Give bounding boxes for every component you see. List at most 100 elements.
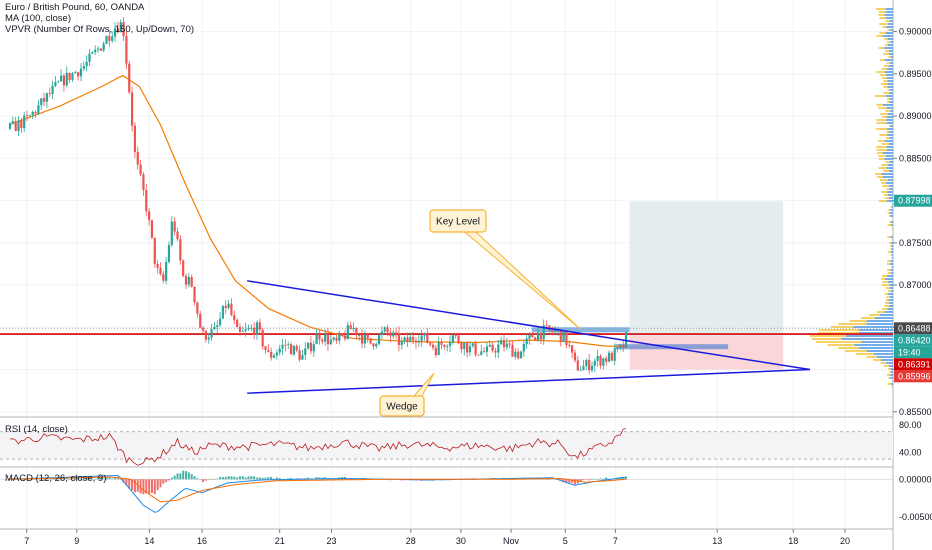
candle-up (468, 346, 472, 353)
vpvr-bar-up (887, 134, 893, 136)
candles (8, 17, 628, 375)
candle-down (176, 231, 179, 240)
macd-histogram-bar (599, 478, 602, 480)
vpvr-bar-down (838, 347, 859, 349)
candle-up (40, 98, 43, 106)
vpvr-bar-up (892, 203, 893, 205)
vpvr-bar-down (883, 194, 888, 196)
candle-down (48, 93, 51, 95)
vpvr-bar-down (838, 323, 867, 325)
vpvr-bar-up (889, 263, 893, 265)
macd-histogram-bar (273, 478, 276, 480)
candle-down (343, 335, 347, 339)
vpvr-bar-up (890, 251, 893, 253)
vpvr-bar-up (889, 296, 893, 298)
macd-histogram-bar (108, 477, 111, 480)
candle-up (485, 346, 489, 352)
candle-down (465, 342, 469, 353)
vpvr-bar-up (890, 260, 893, 262)
vpvr-bar-up (892, 266, 893, 268)
candle-down (270, 351, 273, 358)
macd-histogram-bar (579, 479, 582, 482)
candle-down (62, 75, 66, 86)
candle-down (548, 325, 551, 330)
candle-down (599, 355, 602, 366)
vpvr-bar-down (878, 158, 885, 160)
vpvr-bar-down (882, 185, 889, 187)
vpvr-bar-up (888, 185, 893, 187)
vpvr-bar-up (891, 248, 893, 250)
candle-down (571, 345, 574, 353)
vpvr-bar-down (879, 134, 888, 136)
vpvr-bar-down (876, 149, 888, 151)
vpvr-bar-up (890, 221, 893, 223)
chart-legend: Euro / British Pound, 60, OANDA MA (100,… (5, 2, 194, 35)
macd-histogram-bar (43, 479, 46, 480)
macd-histogram-bar (159, 479, 162, 488)
macd-histogram-bar (596, 478, 599, 480)
candle-down (238, 327, 242, 332)
vpvr-bar-down (816, 341, 862, 343)
candle-up (315, 334, 318, 345)
candle-up (187, 277, 190, 285)
macd-histogram-bar (153, 479, 156, 495)
macd-histogram-bar (298, 478, 301, 480)
macd-histogram-bar (255, 477, 258, 480)
macd-histogram-bar (26, 479, 29, 480)
candle-up (31, 111, 34, 116)
macd-histogram-bar (77, 478, 80, 480)
vpvr-bar-down (881, 77, 887, 79)
macd-histogram-bar (236, 477, 239, 480)
vpvr-bar-down (886, 98, 891, 100)
candle-up (8, 123, 12, 129)
candle-down (321, 339, 324, 342)
vpvr-bar-down (880, 278, 886, 280)
vpvr-bar-down (882, 143, 890, 145)
macd-histogram-bar (548, 479, 551, 480)
macd-histogram-bar (244, 477, 247, 480)
candle-down (483, 351, 486, 353)
macd-histogram-bar (315, 477, 318, 480)
macd-histogram-bar (605, 477, 608, 480)
candle-up (423, 332, 426, 336)
vpvr-bar-down (885, 50, 889, 52)
macd-histogram-bar (48, 478, 51, 480)
candle-down (289, 344, 293, 355)
vpvr-bar-down (878, 167, 887, 169)
vpvr-bar-down (881, 68, 887, 70)
candle-down (233, 314, 236, 321)
candle-down (150, 220, 154, 238)
candle-up (102, 43, 105, 51)
vpvr-bar-up (889, 188, 893, 190)
vpvr-bar-up (886, 107, 893, 109)
candle-up (471, 343, 474, 347)
vpvr-bar-up (886, 362, 893, 364)
vpvr-bar-down (830, 326, 854, 328)
candle-down (412, 336, 415, 341)
candle-up (218, 318, 222, 326)
macd-histogram-bar (23, 479, 26, 480)
candle-down (25, 115, 29, 117)
candle-up (437, 342, 440, 356)
time-tick-label: 21 (275, 536, 285, 546)
macd-histogram-bar (88, 478, 91, 480)
macd-histogram-bar (145, 479, 148, 494)
candle-down (224, 305, 227, 308)
candle-down (397, 332, 401, 346)
price-tick-label: 0.90000 (899, 27, 932, 37)
candle-down (517, 351, 520, 359)
candle-down (34, 111, 37, 114)
vpvr-bar-down (887, 272, 891, 274)
candle-down (179, 239, 182, 261)
target-zone (629, 201, 784, 336)
time-tick-label: 13 (712, 536, 722, 546)
candle-down (605, 358, 608, 362)
candle-up (505, 343, 508, 348)
vpvr-bar-down (887, 212, 890, 214)
vpvr-bar-up (888, 281, 893, 283)
macd-histogram-bar (571, 479, 574, 483)
vpvr-bar-up (879, 314, 893, 316)
candle-up (250, 327, 253, 329)
candle-up (616, 347, 619, 349)
